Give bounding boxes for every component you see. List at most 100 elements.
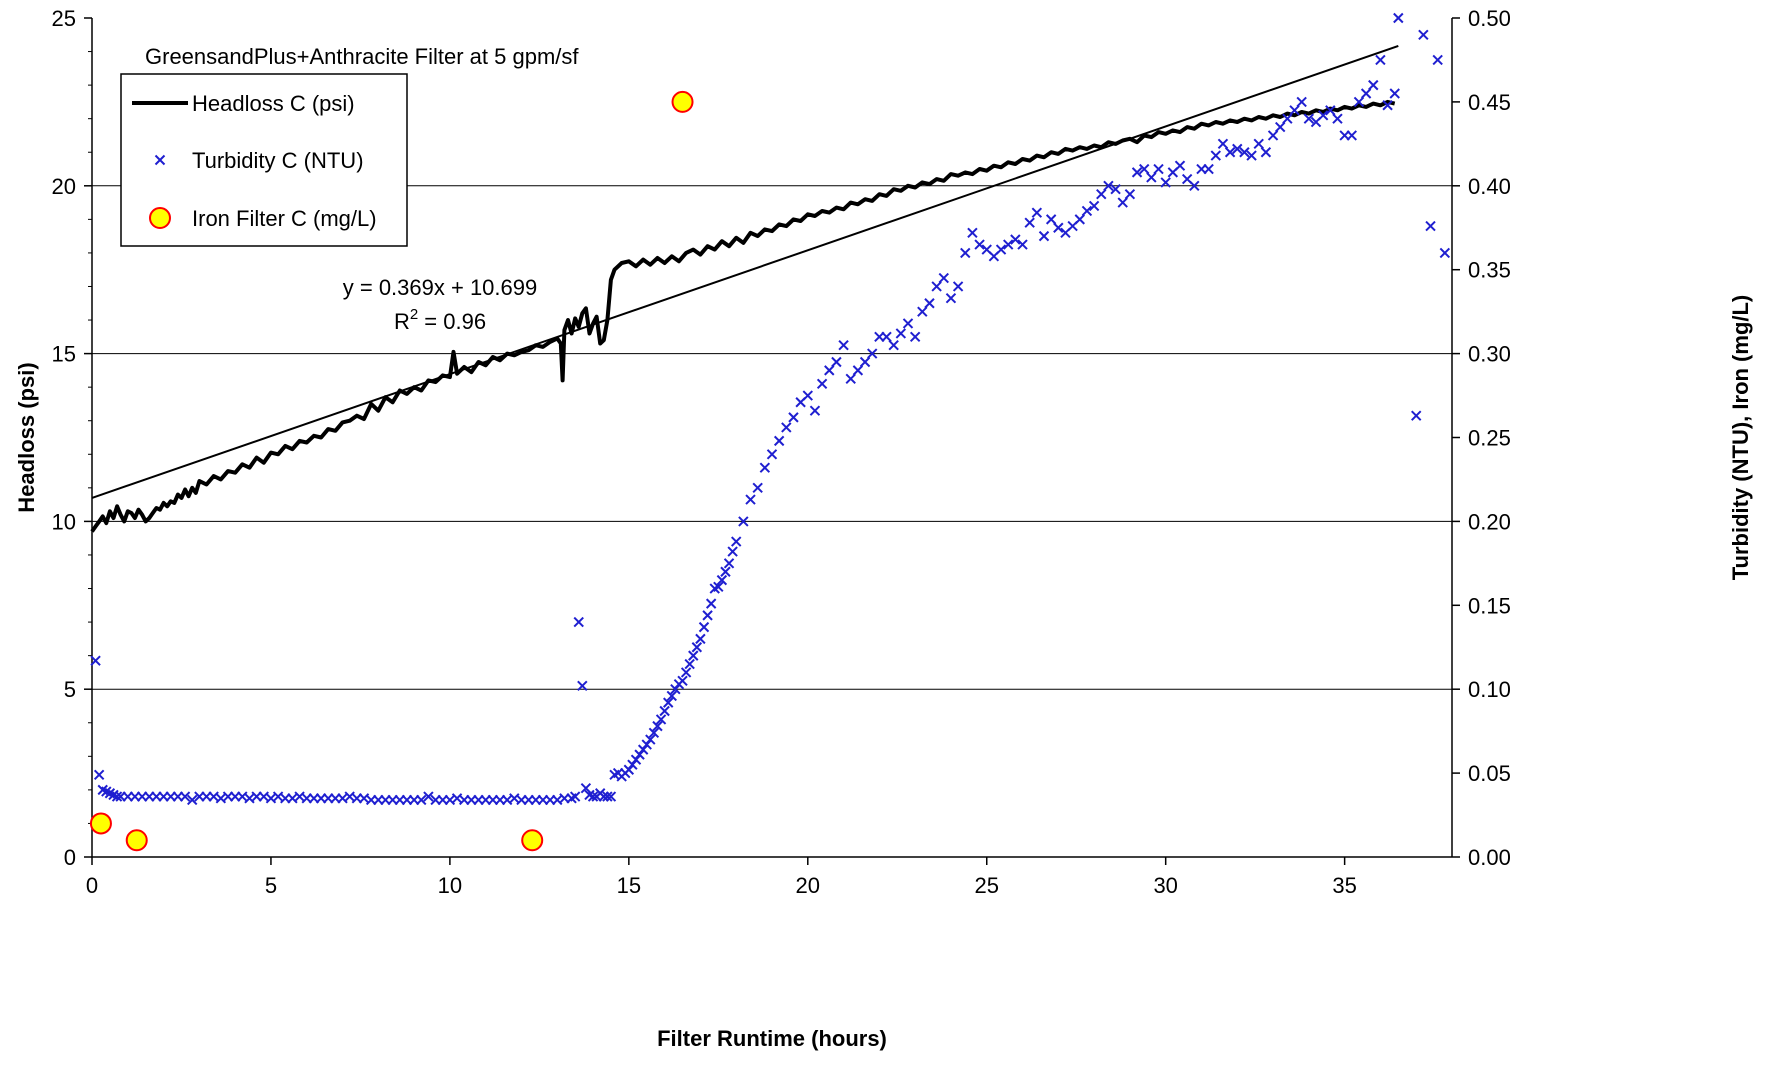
headloss-line [90,99,1396,533]
turbidity-point [888,340,899,351]
turbidity-point [1081,205,1093,217]
turbidity-point [698,621,710,633]
turbidity-point [731,536,742,547]
turbidity-point [630,754,642,765]
turbidity-point [1418,29,1429,40]
y-tick-label: 25 [52,6,76,31]
turbidity-point [838,340,849,351]
turbidity-point [1103,180,1114,192]
turbidity-point [634,749,645,760]
y-tick-label: 20 [52,174,76,199]
turbidity-point [1017,239,1028,250]
turbidity-point [1074,214,1085,225]
turbidity-point [938,272,949,284]
legend-entry-headloss: Headloss C (psi) [192,91,355,116]
turbidity-point [627,759,638,770]
y2-axis-title: Turbidity (NTU), Iron (mg/L) [1728,295,1753,581]
turbidity-point [677,675,688,687]
turbidity-point [720,566,731,577]
turbidity-point [1346,130,1357,141]
turbidity-point [1232,143,1243,155]
turbidity-point [663,697,674,708]
turbidity-point [1303,113,1315,124]
turbidity-point [960,247,971,259]
turbidity-point [1375,54,1386,66]
turbidity-point [1010,234,1021,245]
turbidity-point [645,734,656,745]
trendline-equation: y = 0.369x + 10.699 [343,275,538,300]
turbidity-point [1146,172,1157,183]
turbidity-point [1160,177,1171,188]
turbidity-point [1217,138,1229,150]
turbidity-point [995,244,1007,255]
turbidity-point [652,720,663,732]
r2-suffix: = 0.96 [418,309,486,334]
turbidity-point [727,546,738,557]
turbidity-point [1317,110,1329,121]
legend: Headloss C (psi) Turbidity C (NTU) Iron … [120,73,408,247]
turbidity-point [924,298,935,309]
turbidity-point [695,633,706,645]
turbidity-point [852,365,864,376]
turbidity-point [713,581,724,593]
turbidity-point [580,782,592,794]
trendline-r-squared: R2 = 0.96 [394,306,486,334]
turbidity-point [845,373,856,384]
x-tick-label: 10 [438,873,462,898]
y2-tick-label: 0.10 [1468,677,1511,702]
y2-tick-label: 0.45 [1468,90,1511,115]
turbidity-point [859,356,871,368]
legend-x-marker [154,154,166,166]
x-tick-label: 25 [974,873,998,898]
turbidity-point [723,558,735,569]
turbidity-point [1393,12,1404,24]
turbidity-point [867,348,878,359]
x-tick-label: 20 [796,873,820,898]
y-tick-label: 10 [52,509,76,534]
turbidity-point [1267,130,1279,141]
iron-point [521,829,544,852]
turbidity-point [917,306,928,317]
turbidity-point [1189,180,1200,192]
y2-tick-label: 0.40 [1468,174,1511,199]
y-tick-label: 0 [64,845,76,870]
turbidity-point [1153,163,1164,175]
turbidity-point [1024,217,1035,228]
turbidity-point [738,516,749,527]
turbidity-point [423,791,434,802]
y2-tick-label: 0.15 [1468,593,1511,618]
turbidity-point [781,422,792,433]
turbidity-point [623,764,635,775]
turbidity-point [902,318,914,329]
x-tick-labels: 0 5 10 15 20 25 30 35 [86,873,1357,898]
turbidity-point [1382,100,1393,111]
legend-entry-iron: Iron Filter C (mg/L) [192,206,377,231]
chart-title: GreensandPlus+Anthracite Filter at 5 gpm… [145,44,579,69]
turbidity-point [1224,147,1236,158]
turbidity-point [1031,207,1043,218]
turbidity-point [1117,197,1128,208]
turbidity-point [684,658,695,670]
turbidity-point [1289,105,1300,116]
turbidity-point [602,791,613,802]
y2-tick-label: 0.50 [1468,6,1511,31]
turbidity-point [909,331,921,343]
turbidity-point [90,655,101,666]
iron-point [89,812,112,835]
iron-point [125,829,148,852]
turbidity-point [1296,96,1307,108]
turbidity-point [773,435,785,447]
turbidity-point [187,794,198,806]
turbidity-point [670,683,681,695]
turbidity-point [702,610,713,621]
turbidity-point [605,791,617,802]
turbidity-point [881,331,892,343]
turbidity-point [641,739,652,750]
turbidity-point [93,769,105,780]
turbidity-point [1411,410,1422,421]
turbidity-point [655,714,667,725]
legend-x-marker-swatch [154,154,166,166]
turbidity-point [895,328,907,339]
turbidity-point [1174,160,1186,171]
